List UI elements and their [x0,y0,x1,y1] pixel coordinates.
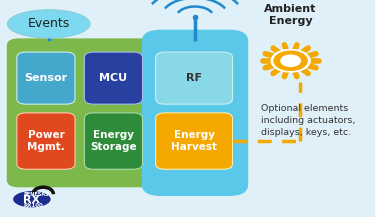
Text: RX: RX [23,195,40,205]
Ellipse shape [13,191,51,207]
Ellipse shape [8,10,90,38]
Circle shape [271,49,310,72]
Text: Energy
Storage: Energy Storage [90,130,137,152]
Circle shape [274,51,307,70]
Text: RENESAS: RENESAS [23,192,49,197]
Text: Events: Events [28,17,70,30]
Text: Ambient
Energy: Ambient Energy [264,4,317,26]
Text: RX100: RX100 [23,202,43,208]
FancyBboxPatch shape [156,113,232,169]
FancyBboxPatch shape [17,52,75,104]
FancyBboxPatch shape [84,52,142,104]
FancyBboxPatch shape [17,113,75,169]
Circle shape [281,55,300,66]
Text: Energy
Harvest: Energy Harvest [171,130,217,152]
FancyBboxPatch shape [84,113,142,169]
FancyBboxPatch shape [156,52,232,104]
Text: MCU: MCU [99,73,128,83]
Text: Optional elements
including actuators,
displays, keys, etc.: Optional elements including actuators, d… [261,104,355,137]
Text: RF: RF [186,73,202,83]
FancyBboxPatch shape [8,39,210,187]
Text: Sensor: Sensor [24,73,68,83]
Text: Power
Mgmt.: Power Mgmt. [27,130,65,152]
FancyBboxPatch shape [142,30,248,195]
